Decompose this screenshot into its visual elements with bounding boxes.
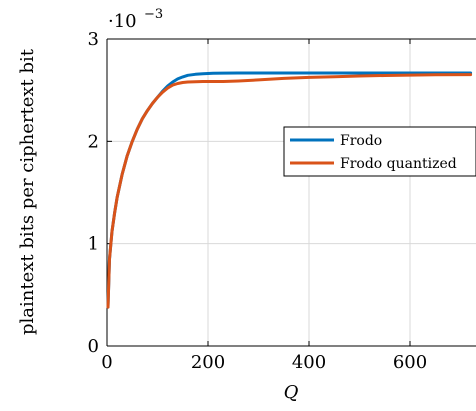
series-group <box>106 71 473 309</box>
x-tick-label: 600 <box>393 352 427 373</box>
y-tick-label: 1 <box>88 234 99 255</box>
y-tick-label: 3 <box>88 29 99 50</box>
x-tick-label: 400 <box>292 352 326 373</box>
x-axis-label: Q <box>284 382 299 403</box>
plot-frame <box>106 38 476 347</box>
x-tick-label: 0 <box>101 352 112 373</box>
series-line-frodo-quantized <box>106 73 473 309</box>
legend-label-frodo: Frodo <box>340 133 382 149</box>
legend: Frodo Frodo quantized <box>283 126 476 177</box>
y-scale-exponent: −3 <box>144 7 163 22</box>
legend-label-frodo-quantized: Frodo quantized <box>340 156 457 172</box>
y-scale-base: ·10 <box>108 11 137 32</box>
grid-lines <box>107 39 476 346</box>
legend-box <box>283 126 476 177</box>
y-tick-label: 0 <box>88 336 99 357</box>
series-line-frodo <box>106 71 473 309</box>
ticks: 0 200 400 600 0 1 2 3 <box>88 29 428 373</box>
y-scale-label: ·10 −3 <box>108 7 163 32</box>
y-axis-label: plaintext bits per ciphertext bit <box>17 48 38 335</box>
y-tick-label: 2 <box>88 131 99 152</box>
x-tick-label: 200 <box>191 352 225 373</box>
